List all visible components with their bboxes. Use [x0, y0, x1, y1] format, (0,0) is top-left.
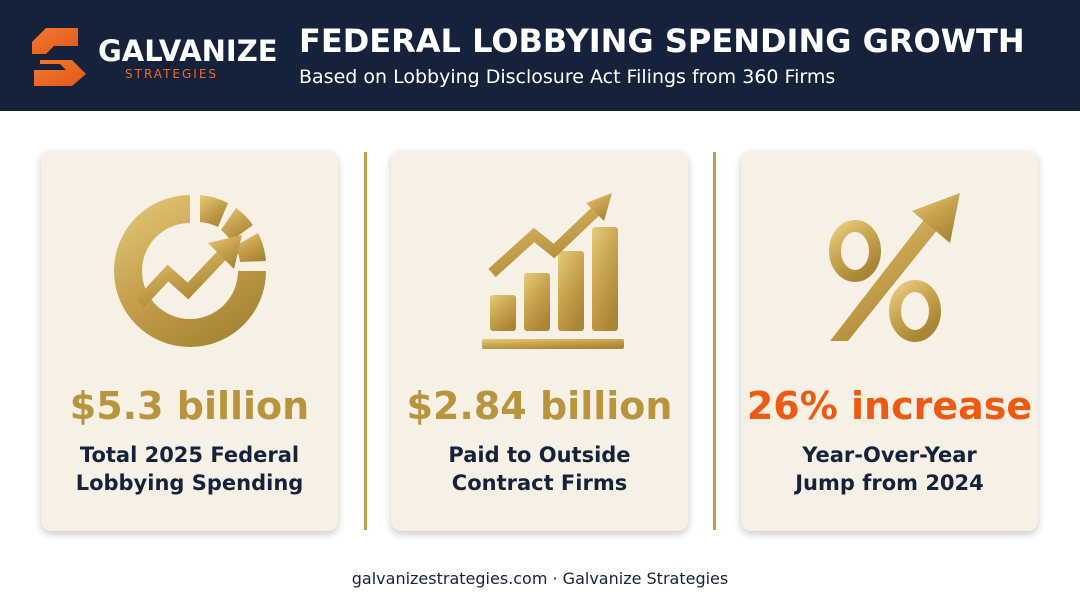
footer-credit: galvanizestrategies.com · Galvanize Stra… — [351, 569, 729, 588]
bar-chart-trend-icon — [481, 193, 624, 349]
percent-up-arrow-icon — [828, 193, 960, 342]
donut-growth-arrow-icon — [113, 195, 266, 347]
galvanize-logo-icon — [32, 28, 86, 86]
brand-tagline: STRATEGIES — [125, 67, 219, 81]
stat-value: 26% increase — [746, 384, 1033, 428]
page-subtitle: Based on Lobbying Disclosure Act Filings… — [299, 66, 836, 88]
stat-label-line: Total 2025 Federal — [79, 443, 300, 467]
header-banner: GALVANIZE STRATEGIES FEDERAL LOBBYING SP… — [0, 0, 1080, 111]
stat-card-yoy-increase: 26% increase Year-Over-Year Jump from 20… — [741, 151, 1038, 531]
divider — [364, 152, 367, 530]
page-title: FEDERAL LOBBYING SPENDING GROWTH — [299, 22, 1025, 60]
stat-label-line: Jump from 2024 — [795, 471, 984, 495]
stat-label: Total 2025 Federal Lobbying Spending — [41, 441, 338, 497]
stat-label: Year-Over-Year Jump from 2024 — [741, 441, 1038, 497]
stat-card-total-spending: $5.3 billion Total 2025 Federal Lobbying… — [41, 151, 338, 531]
stat-label-line: Paid to Outside — [448, 443, 631, 467]
stat-card-outside-firms: $2.84 billion Paid to Outside Contract F… — [391, 151, 688, 531]
stat-value: $5.3 billion — [69, 384, 310, 428]
brand-name: GALVANIZE — [98, 34, 278, 68]
stat-label-line: Year-Over-Year — [802, 443, 977, 467]
stat-value: $2.84 billion — [406, 384, 673, 428]
stat-label-line: Contract Firms — [451, 471, 628, 495]
divider — [713, 152, 716, 530]
stat-label-line: Lobbying Spending — [75, 471, 304, 495]
stat-label: Paid to Outside Contract Firms — [391, 441, 688, 497]
